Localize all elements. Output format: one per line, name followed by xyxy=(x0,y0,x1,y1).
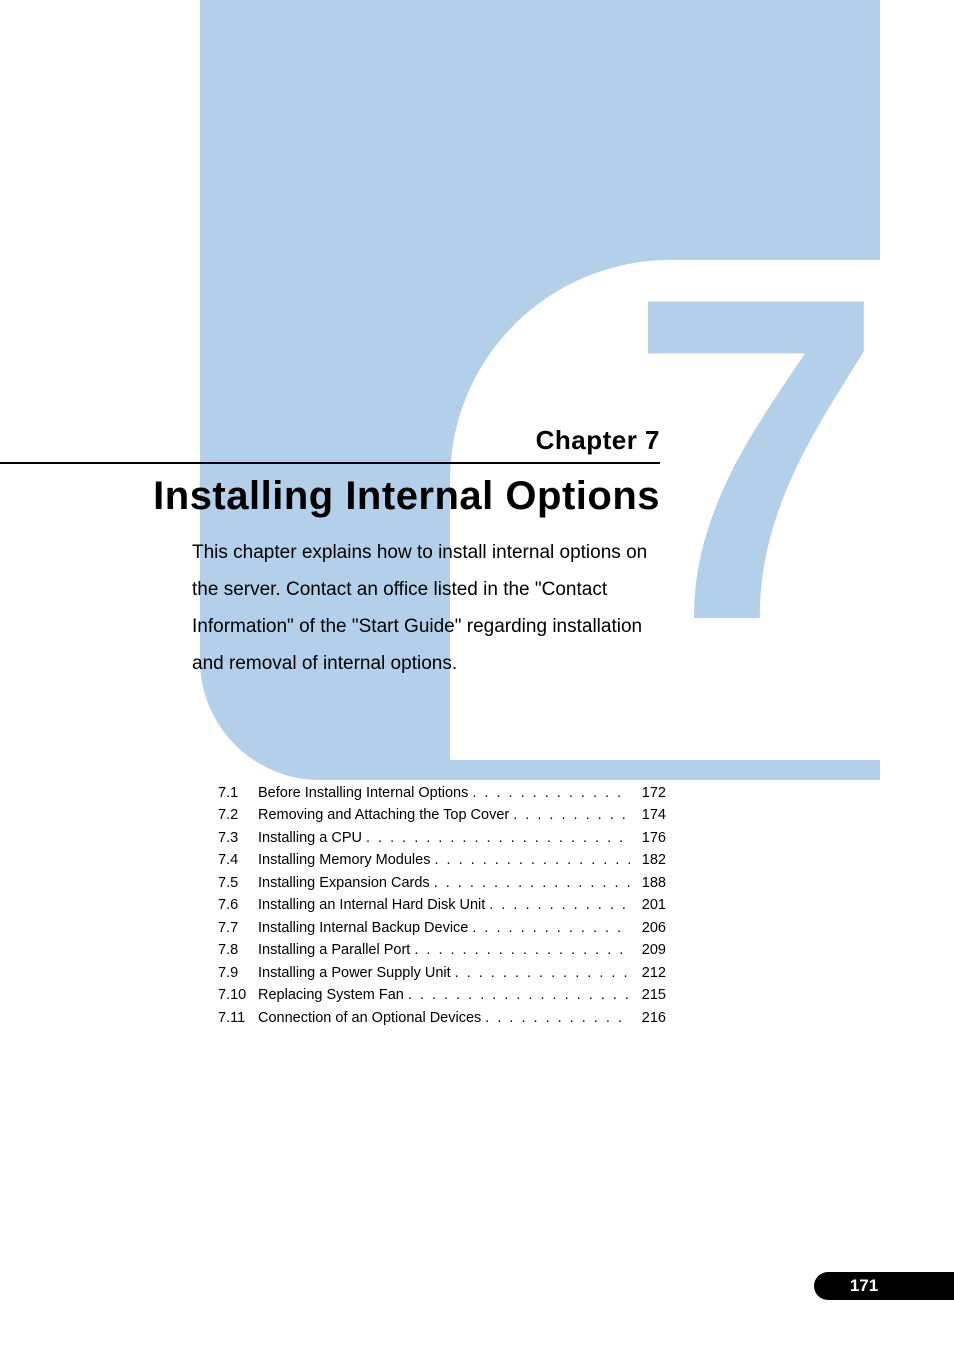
toc-page-number: 201 xyxy=(630,894,666,916)
chapter-intro: This chapter explains how to install int… xyxy=(192,534,662,682)
toc-section-title: Replacing System Fan xyxy=(258,984,404,1006)
table-of-contents: 7.1Before Installing Internal Options . … xyxy=(218,782,666,1029)
toc-page-number: 212 xyxy=(630,962,666,984)
toc-page-number: 172 xyxy=(630,782,666,804)
toc-page-number: 174 xyxy=(630,804,666,826)
toc-section-title: Installing a Power Supply Unit xyxy=(258,962,451,984)
toc-section-title: Connection of an Optional Devices xyxy=(258,1007,481,1029)
toc-section-number: 7.5 xyxy=(218,872,258,894)
toc-section-title: Installing a Parallel Port xyxy=(258,939,410,961)
toc-page-number: 215 xyxy=(630,984,666,1006)
toc-dot-leader: . . . . . . . . . . . . . . . . . . . . … xyxy=(430,872,630,894)
toc-dot-leader: . . . . . . . . . . . . . . . . . . . . … xyxy=(468,782,630,804)
toc-section-number: 7.2 xyxy=(218,804,258,826)
toc-dot-leader: . . . . . . . . . . . . . . . . . . . . … xyxy=(410,939,630,961)
toc-row: 7.7Installing Internal Backup Device . .… xyxy=(218,917,666,939)
toc-row: 7.11Connection of an Optional Devices . … xyxy=(218,1007,666,1029)
toc-row: 7.10Replacing System Fan . . . . . . . .… xyxy=(218,984,666,1006)
toc-section-number: 7.1 xyxy=(218,782,258,804)
chapter-big-number: 7 xyxy=(628,230,884,690)
toc-section-number: 7.11 xyxy=(218,1007,258,1029)
toc-section-number: 7.9 xyxy=(218,962,258,984)
toc-row: 7.8Installing a Parallel Port . . . . . … xyxy=(218,939,666,961)
toc-section-title: Before Installing Internal Options xyxy=(258,782,468,804)
toc-row: 7.2Removing and Attaching the Top Cover … xyxy=(218,804,666,826)
chapter-label: Chapter 7 xyxy=(120,425,660,456)
toc-page-number: 206 xyxy=(630,917,666,939)
toc-section-title: Installing an Internal Hard Disk Unit xyxy=(258,894,485,916)
toc-dot-leader: . . . . . . . . . . . . . . . . . . . . … xyxy=(362,827,630,849)
toc-section-number: 7.8 xyxy=(218,939,258,961)
toc-page-number: 182 xyxy=(630,849,666,871)
toc-dot-leader: . . . . . . . . . . . . . . . . . . . . … xyxy=(509,804,630,826)
toc-section-number: 7.3 xyxy=(218,827,258,849)
horizontal-rule xyxy=(0,462,660,464)
toc-page-number: 176 xyxy=(630,827,666,849)
toc-section-title: Installing Expansion Cards xyxy=(258,872,430,894)
page-number-badge: 171 xyxy=(814,1272,954,1300)
toc-row: 7.5Installing Expansion Cards . . . . . … xyxy=(218,872,666,894)
toc-dot-leader: . . . . . . . . . . . . . . . . . . . . … xyxy=(485,894,630,916)
toc-section-title: Installing Memory Modules xyxy=(258,849,430,871)
toc-dot-leader: . . . . . . . . . . . . . . . . . . . . … xyxy=(451,962,630,984)
toc-section-title: Removing and Attaching the Top Cover xyxy=(258,804,509,826)
toc-row: 7.4Installing Memory Modules . . . . . .… xyxy=(218,849,666,871)
toc-dot-leader: . . . . . . . . . . . . . . . . . . . . … xyxy=(468,917,630,939)
toc-row: 7.6Installing an Internal Hard Disk Unit… xyxy=(218,894,666,916)
toc-section-title: Installing Internal Backup Device xyxy=(258,917,468,939)
toc-page-number: 188 xyxy=(630,872,666,894)
toc-section-number: 7.4 xyxy=(218,849,258,871)
toc-row: 7.1Before Installing Internal Options . … xyxy=(218,782,666,804)
toc-section-number: 7.6 xyxy=(218,894,258,916)
toc-section-number: 7.10 xyxy=(218,984,258,1006)
chapter-title: Installing Internal Options xyxy=(120,474,660,519)
toc-section-number: 7.7 xyxy=(218,917,258,939)
toc-section-title: Installing a CPU xyxy=(258,827,362,849)
toc-row: 7.3Installing a CPU . . . . . . . . . . … xyxy=(218,827,666,849)
toc-dot-leader: . . . . . . . . . . . . . . . . . . . . … xyxy=(481,1007,630,1029)
toc-page-number: 216 xyxy=(630,1007,666,1029)
toc-dot-leader: . . . . . . . . . . . . . . . . . . . . … xyxy=(430,849,630,871)
toc-dot-leader: . . . . . . . . . . . . . . . . . . . . … xyxy=(404,984,630,1006)
toc-row: 7.9Installing a Power Supply Unit . . . … xyxy=(218,962,666,984)
toc-page-number: 209 xyxy=(630,939,666,961)
